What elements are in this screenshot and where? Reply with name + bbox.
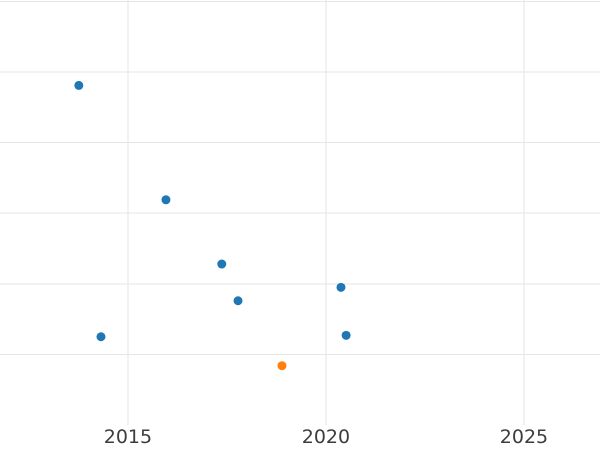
scatter-point-orange-series — [277, 361, 287, 371]
scatter-point-blue-series — [161, 195, 171, 205]
scatter-point-blue-series — [233, 296, 243, 306]
scatter-point-blue-series — [217, 259, 227, 269]
x-axis-tick-label: 2020 — [302, 426, 350, 448]
scatter-point-blue-series — [341, 330, 351, 340]
x-axis-tick-label: 2015 — [104, 426, 152, 448]
scatter-point-blue-series — [74, 80, 84, 90]
scatter-point-blue-series — [336, 282, 346, 292]
x-axis-tick-label: 2025 — [500, 426, 548, 448]
scatter-point-blue-series — [96, 332, 106, 342]
